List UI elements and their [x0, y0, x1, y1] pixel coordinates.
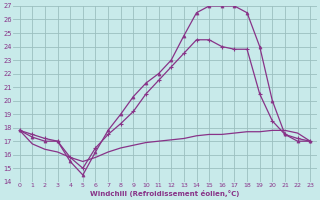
- X-axis label: Windchill (Refroidissement éolien,°C): Windchill (Refroidissement éolien,°C): [90, 190, 240, 197]
